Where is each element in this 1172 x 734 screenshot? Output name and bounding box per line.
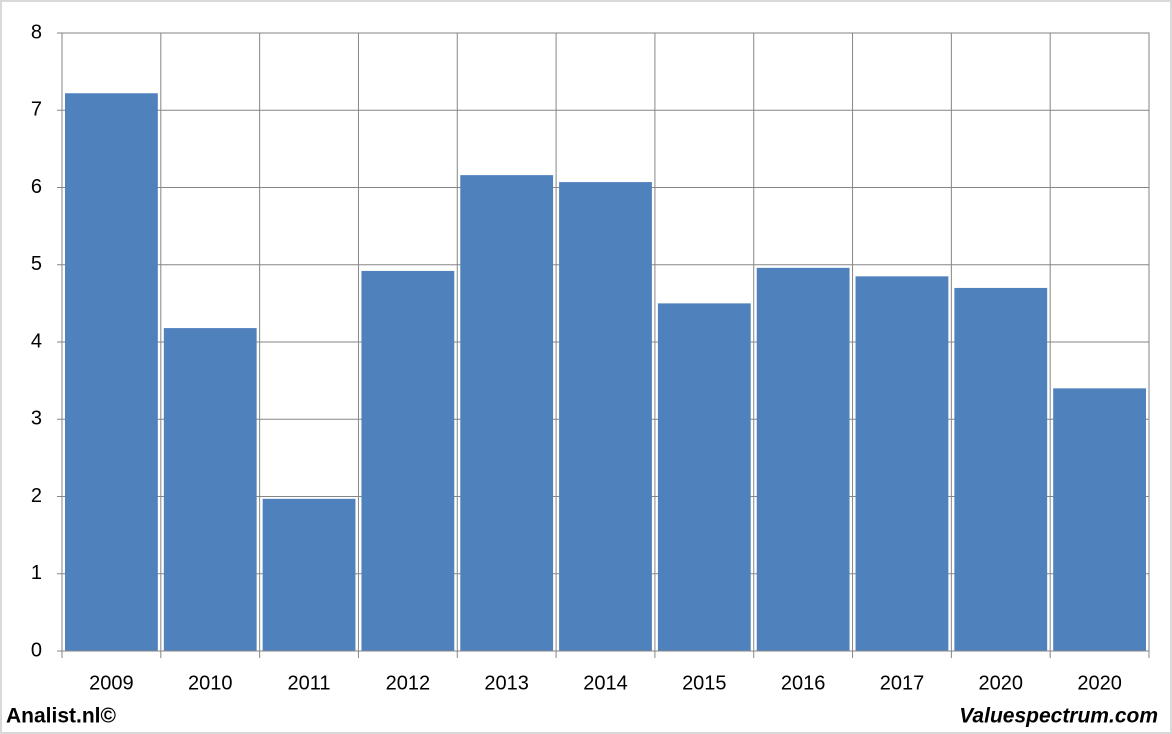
bar [262,498,356,651]
x-tick-label: 2016 [781,672,826,694]
bar [460,175,554,651]
x-tick-label: 2020 [1077,672,1122,694]
y-tick-label: 5 [31,253,42,275]
x-tick-label: 2013 [484,672,529,694]
x-tick-label: 2011 [288,672,331,694]
x-tick-label: 2010 [188,672,233,694]
x-tick-label: 2012 [386,672,431,694]
bar [163,328,257,651]
y-tick-label: 1 [31,562,42,584]
bar [657,303,751,651]
y-tick-label: 3 [31,408,42,430]
bar [559,182,652,651]
bar [855,276,949,651]
y-tick-label: 7 [31,99,42,121]
y-tick-label: 4 [31,330,42,352]
x-tick-label: 2014 [583,672,628,694]
y-tick-label: 6 [31,176,42,198]
bar [1053,388,1146,651]
bar [756,267,850,651]
y-tick-label: 8 [31,21,42,43]
y-tick-label: 0 [31,639,42,661]
x-tick-label: 2017 [880,672,925,694]
x-tick-label: 2020 [979,672,1024,694]
bar [361,270,455,651]
bar [954,287,1048,651]
x-tick-label: 2009 [89,672,134,694]
credit-left: Analist.nl© [6,705,117,728]
y-tick-label: 2 [31,485,42,507]
credit-right: Valuespectrum.com [959,705,1158,728]
bar [65,93,158,651]
x-tick-label: 2015 [682,672,727,694]
